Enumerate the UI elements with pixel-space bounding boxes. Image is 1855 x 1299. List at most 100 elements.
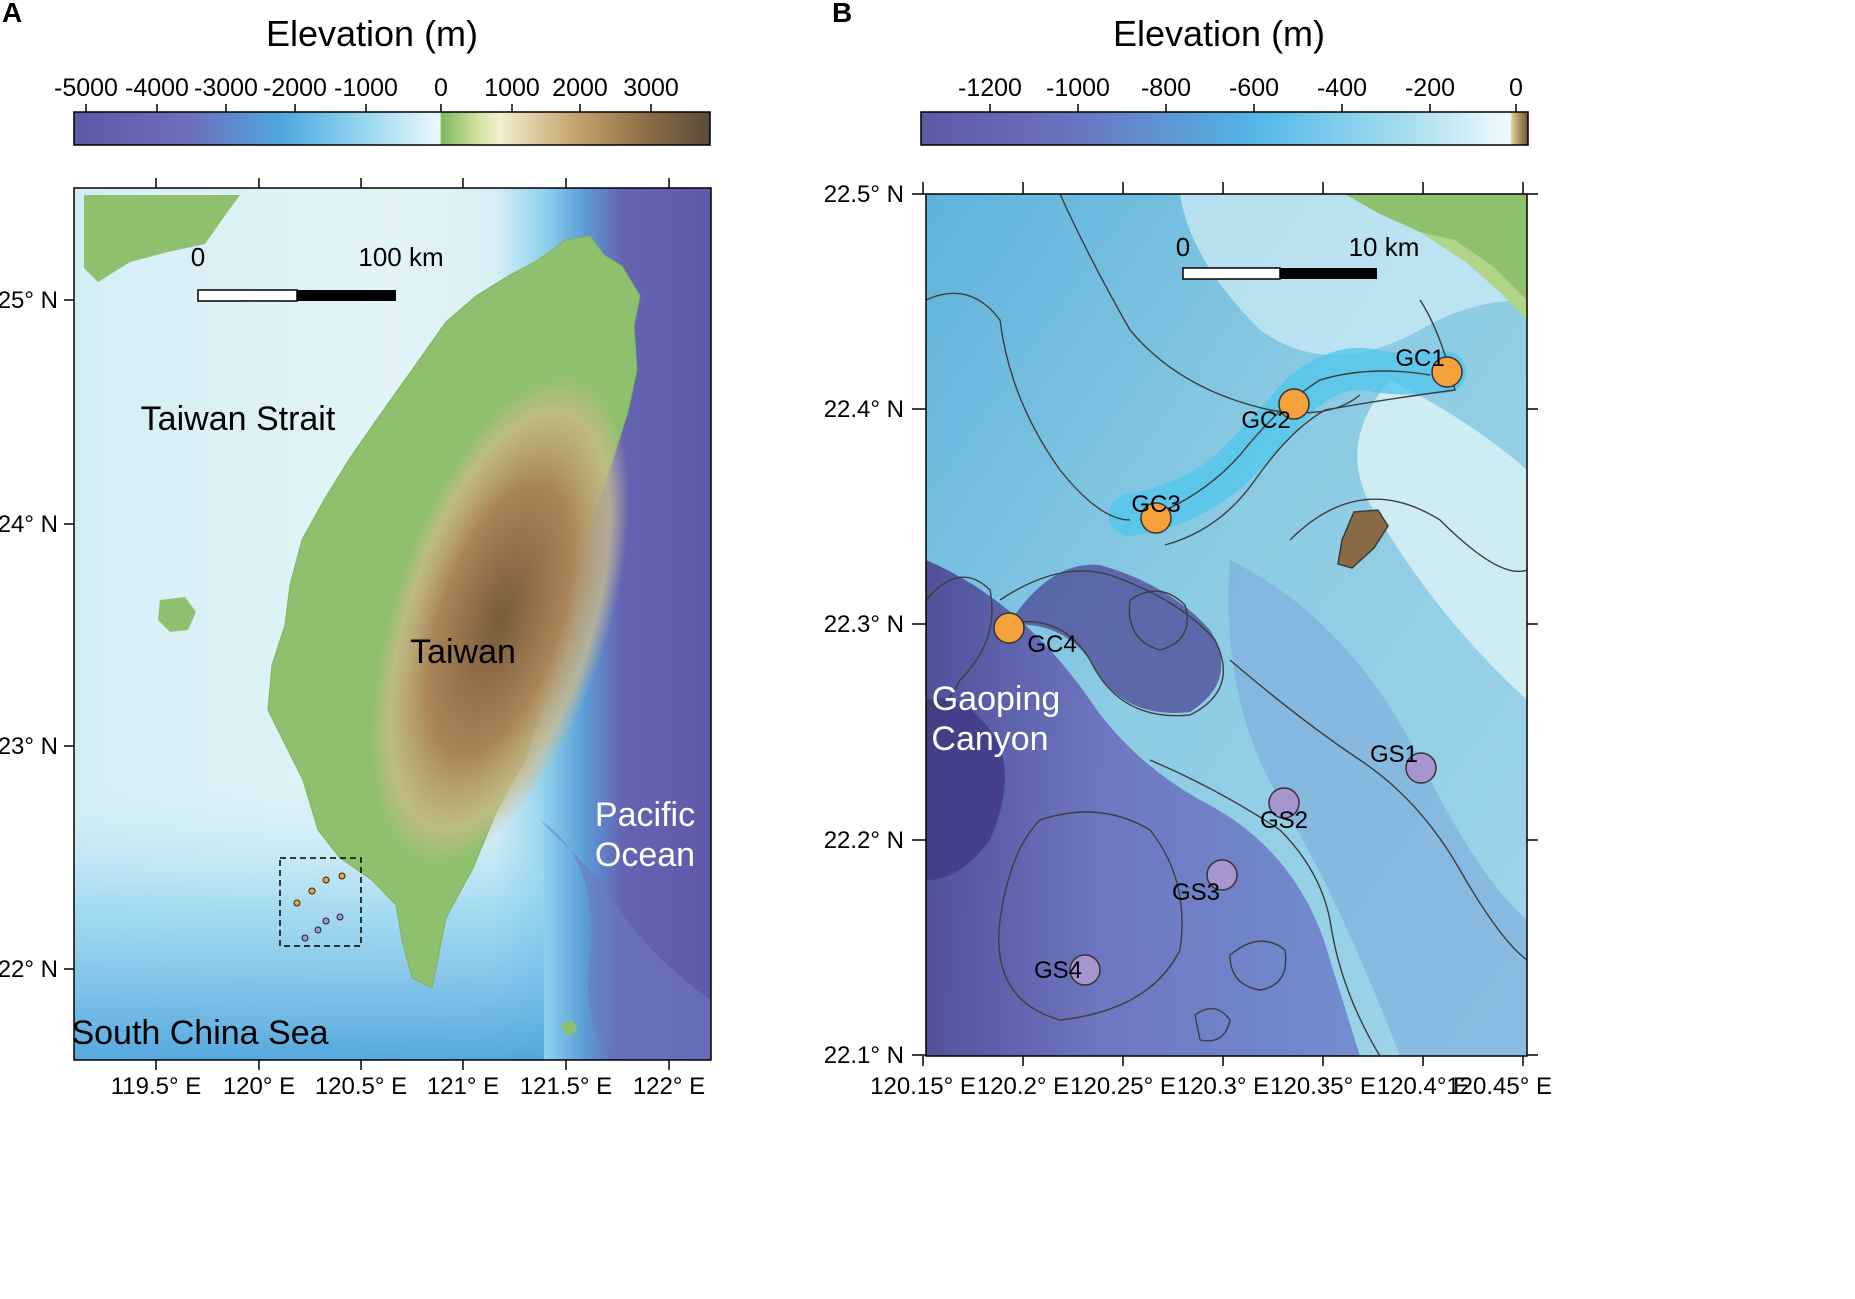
lon-label-a: 120.5° E [315, 1073, 407, 1100]
inset-site-dot [314, 926, 322, 934]
site-marker [1268, 787, 1300, 819]
colorbar-a-tick-label: 1000 [484, 74, 540, 102]
scale-bar-a-end: 100 km [358, 242, 443, 272]
label-south-china-sea: South China Sea [71, 1014, 328, 1052]
lon-label-a: 119.5° E [111, 1073, 202, 1100]
study-area-inset [279, 857, 362, 947]
colorbar-a-tick-label: -3000 [194, 74, 258, 102]
land-b [1345, 194, 1527, 320]
lat-label-a: 23° N [0, 733, 58, 760]
lon-label-b: 120.25° E [1070, 1073, 1176, 1100]
inset-site-dot [322, 876, 330, 884]
colorbar-b-title: Elevation (m) [1113, 13, 1325, 54]
axes-b: 22.5° N 22.4° N 22.3° N 22.2° N 22.1° N 120.1… [824, 181, 1552, 1100]
map-b-frame [925, 193, 1528, 1057]
colorbar-b-tick-label: -400 [1317, 74, 1367, 102]
lon-label-b: 120.2° E [977, 1073, 1069, 1100]
sampling-sites: GC1 GC2 GC3 GC4 GS1 GS2 GS3 GS4 [993, 345, 1463, 986]
colorbar-b-tick-label: -800 [1141, 74, 1191, 102]
colorbar-b: Elevation (m) -1200 -1000 -800 -600 -400 -200… [920, 13, 1529, 146]
label-taiwan: Taiwan [410, 633, 516, 671]
axes-a: 25° N 24° N 23° N 22° N 119.5° E 120° E 120.5°… [0, 178, 705, 1100]
map-a: 0 100 km Taiwan Strait Taiwan Pacific Oc… [0, 178, 712, 1100]
lat-label-b: 22.5° N [824, 181, 904, 208]
colorbar-b-tick-label: -1000 [1046, 74, 1110, 102]
colorbar-b-tick-label: -200 [1405, 74, 1455, 102]
inset-site-dot [322, 917, 330, 925]
lat-label-b: 22.1° N [824, 1042, 904, 1069]
inset-site-dot [301, 934, 309, 942]
lon-label-b: 120.35° E [1270, 1073, 1376, 1100]
lon-label-a: 121.5° E [520, 1073, 612, 1100]
colorbar-b-tick-label: -1200 [958, 74, 1022, 102]
lat-label-a: 25° N [0, 287, 58, 314]
mainland-china-coast [84, 195, 240, 282]
site-marker [1405, 752, 1437, 784]
site-marker [1278, 388, 1310, 420]
study-area-sites [293, 872, 346, 942]
site-label: GS2 [1260, 807, 1308, 834]
inset-site-dot [338, 872, 346, 880]
site-label: GC4 [1027, 631, 1076, 658]
site-label: GC3 [1131, 491, 1180, 518]
site-label: GS1 [1370, 741, 1418, 768]
colorbar-a-tick-label: 0 [434, 74, 448, 102]
colorbar-a-tick-label: -1000 [334, 74, 398, 102]
inset-site-dot [308, 887, 316, 895]
site-gc3: GC3 [1131, 491, 1181, 534]
shelf-b [1357, 380, 1527, 700]
gaoping-canyon-floor [926, 698, 1005, 880]
lon-label-a: 121° E [427, 1073, 499, 1100]
site-marker [1140, 502, 1172, 534]
lon-label-a: 120° E [223, 1073, 295, 1100]
site-gc4: GC4 [993, 612, 1077, 658]
panel-a-letter: A [2, 0, 22, 28]
colorbar-a-tick-label: -2000 [263, 74, 327, 102]
lon-label-b: 120.15° E [870, 1073, 976, 1100]
site-label: GC2 [1241, 407, 1290, 434]
map-b: 0 10 km Gaoping Canyon GC1 GC2 GC3 GC4 GS1 GS… [824, 181, 1552, 1100]
label-pacific: Pacific [595, 796, 695, 834]
trench-a [540, 820, 711, 1060]
colorbar-b-tick-label: 0 [1509, 74, 1523, 102]
scale-bar-a: 0 100 km [191, 242, 444, 302]
lat-label-a: 24° N [0, 511, 58, 538]
colorbar-a-tick-label: 3000 [623, 74, 679, 102]
panel-b: B Elevation (m) -1200 -1000 -800 -600 -400 -2… [824, 0, 1552, 1100]
lat-label-b: 22.4° N [824, 396, 904, 423]
lon-label-b: 120.4° E [1377, 1073, 1469, 1100]
lat-label-b: 22.3° N [824, 611, 904, 638]
colorbar-b-ramp [920, 111, 1529, 146]
site-gs1: GS1 [1370, 741, 1437, 784]
colorbar-a-tick-label: 2000 [552, 74, 608, 102]
bathymetry-contours [926, 194, 1527, 1056]
inset-site-dot [293, 899, 301, 907]
study-area-box [279, 857, 362, 947]
colorbar-a: Elevation (m) -5000 -4000 -3000 -2000 -1000 0… [54, 13, 711, 146]
label-gaoping: Gaoping [932, 680, 1061, 718]
liuqiu-island [1337, 509, 1389, 569]
colorbar-a-ramp [73, 111, 711, 146]
site-marker [993, 612, 1025, 644]
map-a-frame [73, 187, 712, 1061]
site-marker [1206, 859, 1238, 891]
site-label: GS4 [1034, 957, 1082, 984]
colorbar-a-ticks: -5000 -4000 -3000 -2000 -1000 0 1000 2000 3000 [54, 74, 679, 112]
lat-label-a: 22° N [0, 956, 58, 983]
small-island-a [560, 1020, 578, 1036]
panel-b-letter: B [832, 0, 852, 28]
site-gs3: GS3 [1172, 859, 1238, 906]
lon-label-b: 120.45° E [1446, 1073, 1552, 1100]
scale-bar-a-start: 0 [191, 242, 205, 272]
inset-site-dot [336, 913, 344, 921]
site-label: GS3 [1172, 879, 1220, 906]
site-label: GC1 [1395, 345, 1444, 372]
site-gs4: GS4 [1034, 954, 1101, 986]
site-marker [1431, 356, 1463, 388]
panel-a: A Elevation (m) -5000 -4000 -3000 -2000 -100… [0, 0, 712, 1100]
site-gs2: GS2 [1260, 787, 1308, 834]
slope-b [1228, 560, 1527, 1056]
scale-bar-b-start: 0 [1176, 232, 1190, 262]
lon-label-b: 120.3° E [1177, 1073, 1269, 1100]
site-marker [1069, 954, 1101, 986]
